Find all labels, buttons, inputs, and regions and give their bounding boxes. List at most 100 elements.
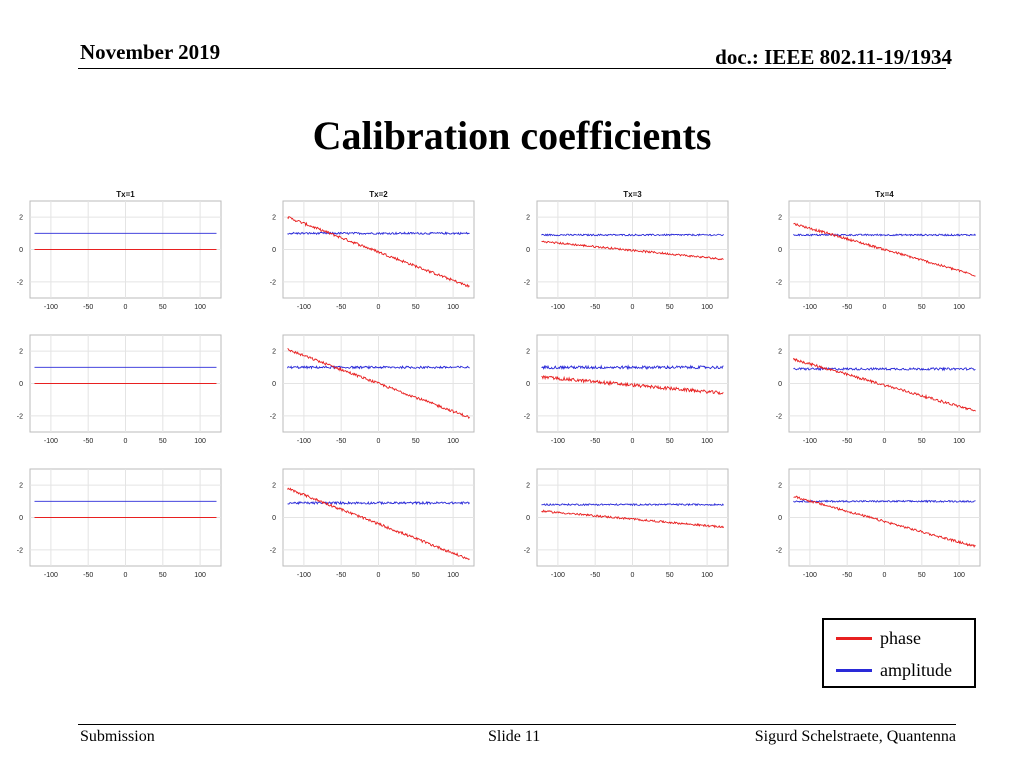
x-tick-label-r2c3-4: 100 [701, 438, 713, 445]
x-tick-label-r2c2-2: 0 [377, 438, 381, 445]
panel-title-tx-4: Tx=4 [875, 190, 894, 199]
y-tick-label-r1c1-1: 0 [19, 247, 23, 254]
y-tick-label-r3c1-1: 0 [19, 515, 23, 522]
x-tick-label-r3c3-2: 0 [631, 572, 635, 579]
x-tick-label-r3c3-0: -100 [551, 572, 565, 579]
x-tick-label-r1c3-1: -50 [590, 304, 600, 311]
x-tick-label-r3c4-3: 50 [918, 572, 926, 579]
y-tick-label-r3c2-1: 0 [272, 515, 276, 522]
x-tick-label-r2c2-3: 50 [412, 438, 420, 445]
amplitude-line-r2c2 [287, 365, 470, 370]
x-tick-label-r3c2-2: 0 [377, 572, 381, 579]
amplitude-line-r3c2 [287, 500, 470, 506]
amplitude-line-r1c2 [287, 231, 470, 236]
y-tick-label-r2c2-0: 2 [272, 349, 276, 356]
phase-line-r3c2 [287, 487, 470, 561]
y-tick-label-r2c2-2: -2 [270, 413, 276, 420]
x-tick-label-r3c1-3: 50 [159, 572, 167, 579]
y-tick-label-r3c3-0: 2 [526, 483, 530, 490]
x-tick-label-r1c4-3: 50 [918, 304, 926, 311]
amplitude-line-r1c3 [541, 233, 724, 237]
y-tick-label-r2c4-0: 2 [778, 349, 782, 356]
legend-item-phase: phase [836, 628, 921, 648]
x-tick-label-r2c1-4: 100 [194, 438, 206, 445]
y-tick-label-r3c1-0: 2 [19, 483, 23, 490]
x-tick-label-r1c3-4: 100 [701, 304, 713, 311]
x-tick-label-r1c1-3: 50 [159, 304, 167, 311]
x-tick-label-r2c3-3: 50 [666, 438, 674, 445]
x-tick-label-r1c3-0: -100 [551, 304, 565, 311]
x-tick-label-r2c4-3: 50 [918, 438, 926, 445]
y-tick-label-r1c2-0: 2 [272, 215, 276, 222]
x-tick-label-r2c1-0: -100 [44, 438, 58, 445]
x-tick-label-r1c1-2: 0 [124, 304, 128, 311]
x-tick-label-r2c4-0: -100 [803, 438, 817, 445]
phase-line-r1c3 [541, 240, 724, 261]
y-tick-label-r2c1-0: 2 [19, 349, 23, 356]
x-tick-label-r1c4-4: 100 [953, 304, 965, 311]
x-tick-label-r1c1-4: 100 [194, 304, 206, 311]
x-tick-label-r3c2-1: -50 [336, 572, 346, 579]
x-tick-label-r3c1-0: -100 [44, 572, 58, 579]
x-tick-label-r2c3-1: -50 [590, 438, 600, 445]
x-tick-label-r2c1-3: 50 [159, 438, 167, 445]
x-tick-label-r2c1-2: 0 [124, 438, 128, 445]
phase-line-r3c3 [541, 509, 724, 529]
x-tick-label-r3c4-4: 100 [953, 572, 965, 579]
y-tick-label-r1c4-2: -2 [776, 279, 782, 286]
footer-submission: Submission [80, 728, 155, 745]
y-tick-label-r1c1-2: -2 [17, 279, 23, 286]
legend-label-phase: phase [880, 627, 921, 648]
y-tick-label-r3c1-2: -2 [17, 547, 23, 554]
phase-line-r1c4 [793, 222, 976, 277]
x-tick-label-r3c4-2: 0 [883, 572, 887, 579]
y-tick-label-r3c2-0: 2 [272, 483, 276, 490]
y-tick-label-r1c4-0: 2 [778, 215, 782, 222]
header-divider [78, 68, 946, 69]
x-tick-label-r1c4-0: -100 [803, 304, 817, 311]
x-tick-label-r1c4-1: -50 [842, 304, 852, 311]
x-tick-label-r2c1-1: -50 [83, 438, 93, 445]
x-tick-label-r1c2-3: 50 [412, 304, 420, 311]
footer-slide-number: Slide 11 [488, 728, 541, 745]
amplitude-line-r3c3 [541, 502, 724, 507]
y-tick-label-r3c4-1: 0 [778, 515, 782, 522]
x-tick-label-r3c2-4: 100 [447, 572, 459, 579]
phase-line-r3c4 [793, 495, 976, 548]
footer-divider [78, 724, 956, 725]
phase-line-r1c2 [287, 215, 470, 288]
y-tick-label-r3c4-0: 2 [778, 483, 782, 490]
x-tick-label-r1c2-1: -50 [336, 304, 346, 311]
y-tick-label-r2c3-2: -2 [524, 413, 530, 420]
x-tick-label-r1c3-3: 50 [666, 304, 674, 311]
x-tick-label-r3c1-1: -50 [83, 572, 93, 579]
x-tick-label-r3c4-1: -50 [842, 572, 852, 579]
y-tick-label-r1c2-1: 0 [272, 247, 276, 254]
legend-swatch-phase [836, 636, 872, 640]
x-tick-label-r2c4-2: 0 [883, 438, 887, 445]
y-tick-label-r2c1-2: -2 [17, 413, 23, 420]
amplitude-line-r3c4 [793, 499, 976, 504]
amplitude-line-r1c4 [793, 233, 976, 237]
y-tick-label-r2c4-1: 0 [778, 381, 782, 388]
y-tick-label-r3c3-1: 0 [526, 515, 530, 522]
x-tick-label-r3c3-3: 50 [666, 572, 674, 579]
x-tick-label-r2c2-0: -100 [297, 438, 311, 445]
footer-author: Sigurd Schelstraete, Quantenna [754, 728, 956, 745]
y-tick-label-r1c3-1: 0 [526, 247, 530, 254]
y-tick-label-r2c4-2: -2 [776, 413, 782, 420]
x-tick-label-r3c4-0: -100 [803, 572, 817, 579]
x-tick-label-r1c4-2: 0 [883, 304, 887, 311]
y-tick-label-r3c4-2: -2 [776, 547, 782, 554]
panel-title-tx-2: Tx=2 [369, 190, 388, 199]
x-tick-label-r1c3-2: 0 [631, 304, 635, 311]
legend-label-amplitude: amplitude [880, 659, 952, 680]
phase-line-r2c4 [793, 357, 976, 412]
y-tick-label-r1c2-2: -2 [270, 279, 276, 286]
header-doc-id: doc.: IEEE 802.11-19/1934 [715, 45, 952, 69]
x-tick-label-r2c3-2: 0 [631, 438, 635, 445]
x-tick-label-r3c2-3: 50 [412, 572, 420, 579]
x-tick-label-r2c2-1: -50 [336, 438, 346, 445]
x-tick-label-r3c3-4: 100 [701, 572, 713, 579]
y-tick-label-r3c3-2: -2 [524, 547, 530, 554]
